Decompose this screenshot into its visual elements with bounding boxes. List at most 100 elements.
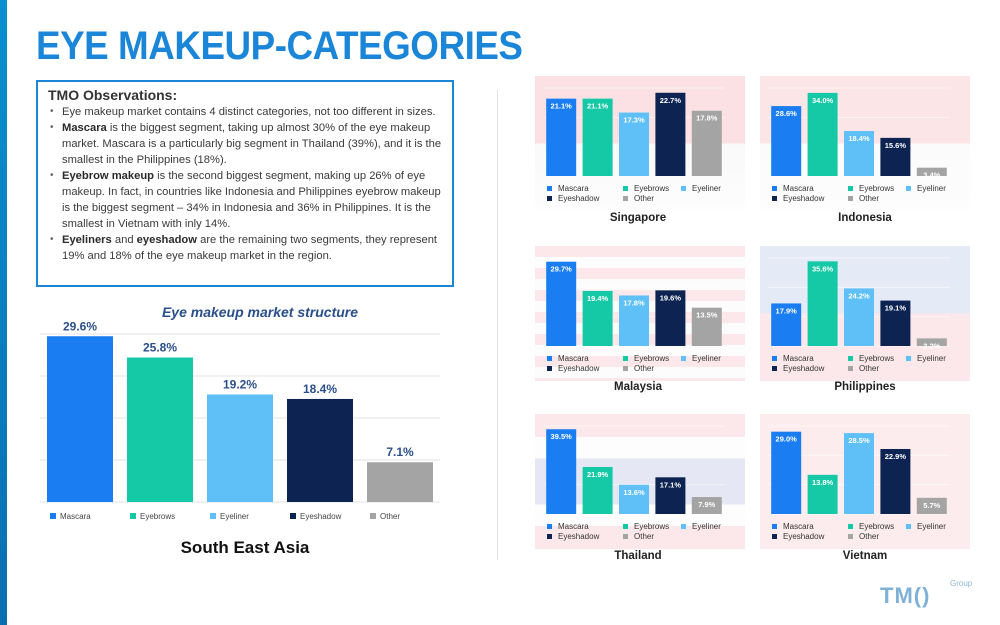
legend-label-other: Other bbox=[634, 532, 654, 541]
legend-label-eyeshadow: Eyeshadow bbox=[558, 532, 600, 541]
legend-label-other: Other bbox=[859, 532, 879, 541]
legend-label-eyeshadow: Eyeshadow bbox=[783, 194, 825, 203]
data-label-eyebrows: 21.1% bbox=[587, 102, 609, 111]
philippines-caption: Philippines bbox=[834, 381, 896, 393]
data-label-mascara: 17.9% bbox=[776, 306, 798, 315]
bar-other bbox=[691, 497, 722, 514]
bar-eyeshadow bbox=[655, 477, 686, 514]
data-label-mascara: 28.6% bbox=[776, 109, 798, 118]
legend-label-mascara: Mascara bbox=[558, 522, 589, 531]
legend-swatch-mascara bbox=[772, 524, 777, 529]
legend-label-mascara: Mascara bbox=[783, 522, 814, 531]
observation-text: Eye makeup market contains 4 distinct ca… bbox=[62, 106, 436, 118]
legend-label-eyeshadow: Eyeshadow bbox=[300, 512, 342, 521]
legend-swatch-eyebrows bbox=[848, 524, 853, 529]
legend-swatch-other bbox=[848, 196, 853, 201]
bar-other bbox=[916, 338, 947, 346]
bar-mascara bbox=[771, 106, 802, 176]
legend-label-eyebrows: Eyebrows bbox=[634, 354, 669, 363]
observation-bold: Mascara bbox=[62, 122, 107, 134]
bar-mascara bbox=[771, 303, 802, 346]
legend-swatch-eyeshadow bbox=[772, 534, 777, 539]
legend-swatch-eyebrows bbox=[623, 524, 628, 529]
legend-label-mascara: Mascara bbox=[783, 354, 814, 363]
bar-eyeliner bbox=[844, 131, 874, 176]
observation-item: Eye makeup market contains 4 distinct ca… bbox=[48, 104, 444, 120]
legend-swatch-eyeliner bbox=[681, 356, 686, 361]
observation-text: are the remaining two segments, they rep… bbox=[62, 234, 438, 262]
legend-label-mascara: Mascara bbox=[558, 354, 589, 363]
legend-label-eyeshadow: Eyeshadow bbox=[558, 364, 600, 373]
data-label-eyebrows: 13.8% bbox=[812, 478, 834, 487]
legend-label-eyeliner: Eyeliner bbox=[220, 512, 249, 521]
legend-label-other: Other bbox=[380, 512, 400, 521]
bar-other bbox=[691, 110, 722, 176]
data-label-eyeshadow: 18.4% bbox=[303, 382, 337, 396]
data-label-other: 7.9% bbox=[698, 500, 715, 509]
legend-swatch-other bbox=[848, 534, 853, 539]
vietnam-caption: Vietnam bbox=[842, 550, 888, 562]
legend-swatch-other bbox=[370, 513, 376, 519]
legend-label-eyebrows: Eyebrows bbox=[634, 184, 669, 193]
bar-eyebrows bbox=[127, 357, 193, 502]
bar-eyeliner bbox=[207, 394, 273, 502]
legend-swatch-eyebrows bbox=[130, 513, 136, 519]
accent-stripe bbox=[0, 0, 7, 625]
legend-label-mascara: Mascara bbox=[558, 184, 589, 193]
thailand-caption: Thailand bbox=[614, 550, 662, 562]
data-label-eyeliner: 18.4% bbox=[848, 134, 870, 143]
legend-swatch-eyeshadow bbox=[547, 534, 552, 539]
page-title: EYE MAKEUP-CATEGORIES bbox=[36, 24, 523, 68]
data-label-other: 5.7% bbox=[923, 501, 940, 510]
legend-swatch-other bbox=[623, 366, 628, 371]
observation-bold: eyeshadow bbox=[136, 234, 197, 246]
legend-label-eyeshadow: Eyeshadow bbox=[558, 194, 600, 203]
data-label-eyebrows: 21.9% bbox=[587, 470, 609, 479]
bar-eyebrows bbox=[807, 474, 838, 514]
bar-mascara bbox=[771, 431, 802, 514]
observations-list: Eye makeup market contains 4 distinct ca… bbox=[48, 104, 444, 264]
legend-swatch-eyebrows bbox=[623, 186, 628, 191]
legend-swatch-eyeshadow bbox=[547, 196, 552, 201]
data-label-eyeshadow: 22.9% bbox=[885, 452, 907, 461]
data-label-other: 3.2% bbox=[923, 341, 940, 350]
data-label-eyeshadow: 19.1% bbox=[885, 304, 907, 313]
divider bbox=[497, 90, 498, 560]
data-label-eyeliner: 13.6% bbox=[623, 488, 645, 497]
bar-eyebrows bbox=[807, 261, 838, 346]
data-label-mascara: 29.0% bbox=[776, 435, 798, 444]
bar-eyeshadow bbox=[880, 300, 911, 346]
singapore-bar-chart: 21.1% 21.1% 17.3% 22.7% 17.8% Mascara Eyebrows… bbox=[543, 87, 725, 203]
legend-label-other: Other bbox=[859, 364, 879, 373]
legend-swatch-eyeshadow bbox=[290, 513, 296, 519]
data-label-other: 3.4% bbox=[923, 171, 940, 180]
data-label-eyeshadow: 15.6% bbox=[885, 141, 907, 150]
malaysia-bar-chart: 29.7% 19.4% 17.8% 19.6% 13.5% Mascara Eyebrows… bbox=[543, 257, 725, 373]
thailand-bar-chart: 39.5% 21.9% 13.6% 17.1% 7.9% Mascara Eyebrows E… bbox=[543, 425, 725, 541]
legend-label-eyeliner: Eyeliner bbox=[692, 184, 721, 193]
observation-item: Eyeliners and eyeshadow are the remainin… bbox=[48, 232, 444, 264]
legend-swatch-mascara bbox=[547, 524, 552, 529]
legend-label-eyebrows: Eyebrows bbox=[634, 522, 669, 531]
tmo-logo-sub: Group bbox=[950, 579, 973, 588]
data-label-mascara: 21.1% bbox=[551, 102, 573, 111]
legend-swatch-eyeshadow bbox=[772, 196, 777, 201]
data-label-other: 13.5% bbox=[696, 311, 718, 320]
bar-other bbox=[691, 307, 722, 346]
data-label-eyebrows: 34.0% bbox=[812, 96, 834, 105]
bar-mascara bbox=[47, 336, 113, 502]
observation-item: Mascara is the biggest segment, taking u… bbox=[48, 120, 444, 168]
observation-text: is the second biggest segment, making up… bbox=[62, 170, 441, 230]
legend-swatch-mascara bbox=[772, 356, 777, 361]
bar-eyeliner bbox=[619, 112, 649, 176]
singapore-caption: Singapore bbox=[609, 212, 667, 224]
data-label-other: 7.1% bbox=[386, 445, 414, 459]
philippines-bar-chart: 17.9% 35.6% 24.2% 19.1% 3.2% Mascara Eyebrows E… bbox=[768, 257, 950, 373]
legend-swatch-eyebrows bbox=[623, 356, 628, 361]
data-label-eyeliner: 17.3% bbox=[623, 116, 645, 125]
legend-swatch-other bbox=[623, 196, 628, 201]
bar-eyeshadow bbox=[655, 92, 686, 176]
bar-mascara bbox=[546, 261, 577, 346]
legend-swatch-eyeshadow bbox=[547, 366, 552, 371]
data-label-eyeshadow: 17.1% bbox=[660, 480, 682, 489]
